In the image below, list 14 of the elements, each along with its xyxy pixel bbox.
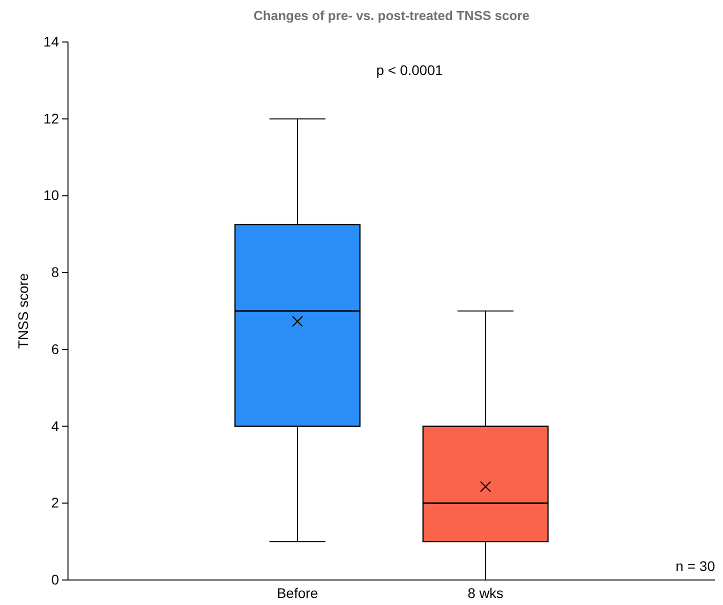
y-axis-title: TNSS score xyxy=(15,273,31,349)
annotation: n = 30 xyxy=(676,558,716,574)
y-tick-label: 4 xyxy=(51,418,60,434)
y-tick-label: 12 xyxy=(43,110,60,126)
y-tick-label: 0 xyxy=(51,571,60,588)
y-tick-label: 14 xyxy=(43,33,60,50)
y-tick-label: 10 xyxy=(43,187,60,204)
y-tick-label: 6 xyxy=(51,340,60,357)
y-tick-label: 8 xyxy=(51,264,60,280)
y-tick-label: 2 xyxy=(51,494,60,511)
chart-title: Changes of pre- vs. post-treated TNSS score xyxy=(254,8,530,23)
x-tick-label: Before xyxy=(276,584,318,601)
annotation: p < 0.0001 xyxy=(376,62,443,78)
x-tick-label: 8 wks xyxy=(468,584,504,601)
